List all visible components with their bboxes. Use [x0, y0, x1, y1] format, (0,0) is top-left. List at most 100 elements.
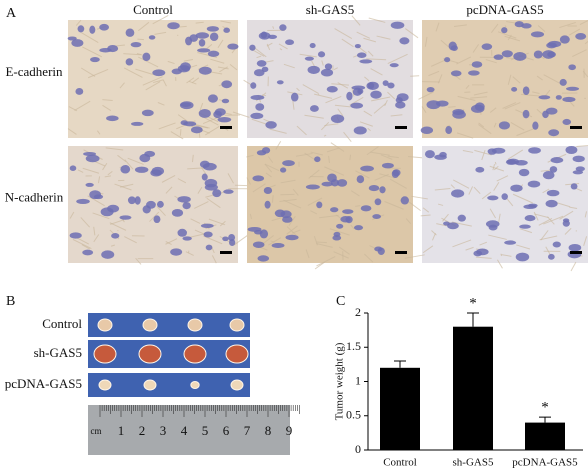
fiber: [504, 35, 521, 42]
nucleus: [280, 210, 292, 219]
nucleus: [93, 194, 104, 200]
nucleus: [545, 199, 558, 208]
fiber: [481, 191, 492, 200]
nucleus: [177, 228, 187, 237]
fiber: [219, 66, 228, 73]
fiber: [186, 77, 195, 84]
nucleus: [198, 109, 211, 118]
nucleus: [153, 215, 161, 224]
nucleus: [379, 186, 386, 194]
nucleus: [420, 126, 434, 135]
nucleus: [382, 80, 389, 87]
tumor-strip: [88, 373, 250, 397]
nucleus: [271, 243, 285, 248]
fiber: [512, 193, 533, 204]
nucleus: [396, 93, 409, 102]
nucleus: [119, 215, 132, 220]
panel-label: C: [336, 294, 345, 309]
fiber: [465, 84, 470, 90]
nucleus: [448, 41, 457, 51]
fiber: [183, 59, 194, 62]
fiber: [76, 237, 90, 245]
nucleus: [352, 87, 363, 96]
fiber: [474, 149, 492, 156]
nucleus: [450, 70, 462, 77]
nucleus: [200, 223, 214, 228]
fiber: [124, 159, 134, 170]
fiber: [319, 214, 339, 219]
nucleus: [326, 85, 338, 93]
fiber: [532, 91, 540, 94]
nucleus: [390, 21, 405, 29]
nucleus: [148, 35, 156, 40]
fiber: [369, 245, 376, 249]
fiber: [473, 91, 488, 96]
scale-bar: [220, 126, 232, 129]
fiber: [500, 253, 502, 257]
nucleus: [279, 24, 287, 31]
nucleus: [151, 166, 165, 176]
nucleus: [180, 102, 192, 107]
fiber: [448, 106, 456, 108]
fiber: [496, 175, 509, 182]
fiber: [337, 82, 349, 89]
nucleus: [336, 223, 344, 229]
fiber: [422, 207, 430, 213]
nucleus: [85, 182, 94, 187]
fiber: [156, 206, 166, 217]
fiber: [437, 203, 444, 206]
tumor: [93, 344, 117, 364]
fiber: [296, 87, 300, 92]
fiber: [149, 211, 160, 222]
nucleus: [545, 107, 558, 115]
fiber: [421, 106, 427, 114]
fiber: [555, 201, 571, 208]
nucleus: [305, 184, 320, 190]
fiber: [279, 198, 297, 203]
fiber: [351, 15, 361, 26]
nucleus: [366, 81, 379, 90]
fiber: [87, 195, 105, 207]
fiber: [384, 201, 404, 210]
nucleus: [336, 179, 348, 187]
nucleus: [228, 233, 236, 242]
nucleus: [353, 126, 367, 135]
fiber: [278, 43, 288, 50]
fiber: [450, 184, 456, 189]
tumor: [190, 381, 200, 389]
fiber: [490, 23, 499, 34]
scale-bar: [570, 251, 582, 254]
nucleus: [285, 234, 299, 241]
fiber: [74, 100, 91, 111]
fiber: [338, 246, 350, 255]
ruler-number: 5: [202, 423, 209, 438]
nucleus: [568, 64, 576, 71]
fiber: [110, 244, 115, 247]
ruler-number: 8: [265, 423, 272, 438]
nucleus: [76, 198, 90, 205]
fiber: [569, 206, 578, 209]
fiber: [564, 227, 572, 235]
fiber: [232, 111, 250, 118]
fiber: [119, 82, 125, 89]
fiber: [334, 28, 353, 39]
fiber: [437, 74, 443, 84]
nucleus: [141, 109, 154, 117]
nucleus: [452, 108, 465, 116]
fiber: [265, 172, 272, 178]
fiber: [323, 134, 327, 137]
fiber: [485, 59, 497, 64]
fiber: [506, 197, 514, 207]
fiber: [206, 44, 213, 49]
ruler-unit: cm: [91, 426, 102, 436]
tumor-strip: [88, 313, 250, 337]
nucleus: [451, 189, 465, 198]
nucleus: [183, 121, 197, 127]
fiber: [418, 91, 434, 100]
nucleus: [206, 26, 219, 32]
nucleus: [213, 110, 222, 119]
fiber: [501, 254, 512, 257]
nucleus: [82, 249, 94, 256]
fiber: [435, 22, 440, 32]
fiber: [559, 210, 574, 220]
